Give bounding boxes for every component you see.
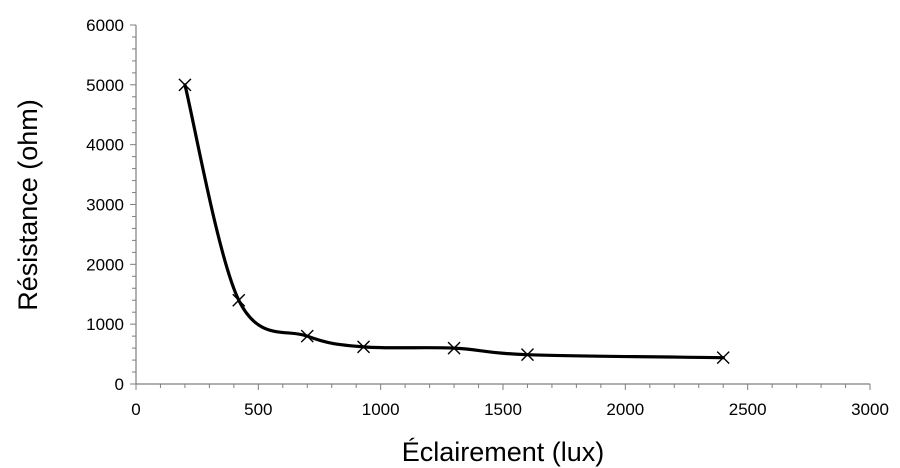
x-axis-title: Éclairement (lux) xyxy=(402,437,605,467)
x-tick-label: 2000 xyxy=(606,400,644,419)
data-point xyxy=(178,78,192,92)
axes xyxy=(135,25,870,385)
y-tick-label: 4000 xyxy=(86,136,124,155)
y-tick-label: 3000 xyxy=(86,196,124,215)
data-point xyxy=(716,351,730,365)
x-tick-label: 0 xyxy=(131,400,140,419)
y-tick-label: 2000 xyxy=(86,255,124,274)
y-axis-title: Résistance (ohm) xyxy=(13,99,43,311)
x-tick-label: 500 xyxy=(244,400,272,419)
data-point xyxy=(300,329,314,343)
x-axis-ticks: 0 500 1000 1500 2000 2500 3000 xyxy=(131,384,889,419)
x-tick-label: 3000 xyxy=(851,400,889,419)
y-tick-label: 5000 xyxy=(86,76,124,95)
y-tick-label: 6000 xyxy=(86,16,124,35)
y-tick-label: 1000 xyxy=(86,315,124,334)
y-tick-label: 0 xyxy=(115,375,124,394)
x-tick-label: 1000 xyxy=(362,400,400,419)
x-tick-label: 1500 xyxy=(484,400,522,419)
data-point xyxy=(232,293,246,307)
series-group xyxy=(178,78,730,365)
data-point xyxy=(520,348,534,362)
x-tick-label: 2500 xyxy=(729,400,767,419)
series-line xyxy=(183,83,725,360)
data-point xyxy=(447,341,461,355)
y-axis-ticks: 0 1000 2000 3000 4000 5000 6000 xyxy=(86,16,136,394)
data-point xyxy=(357,340,371,354)
